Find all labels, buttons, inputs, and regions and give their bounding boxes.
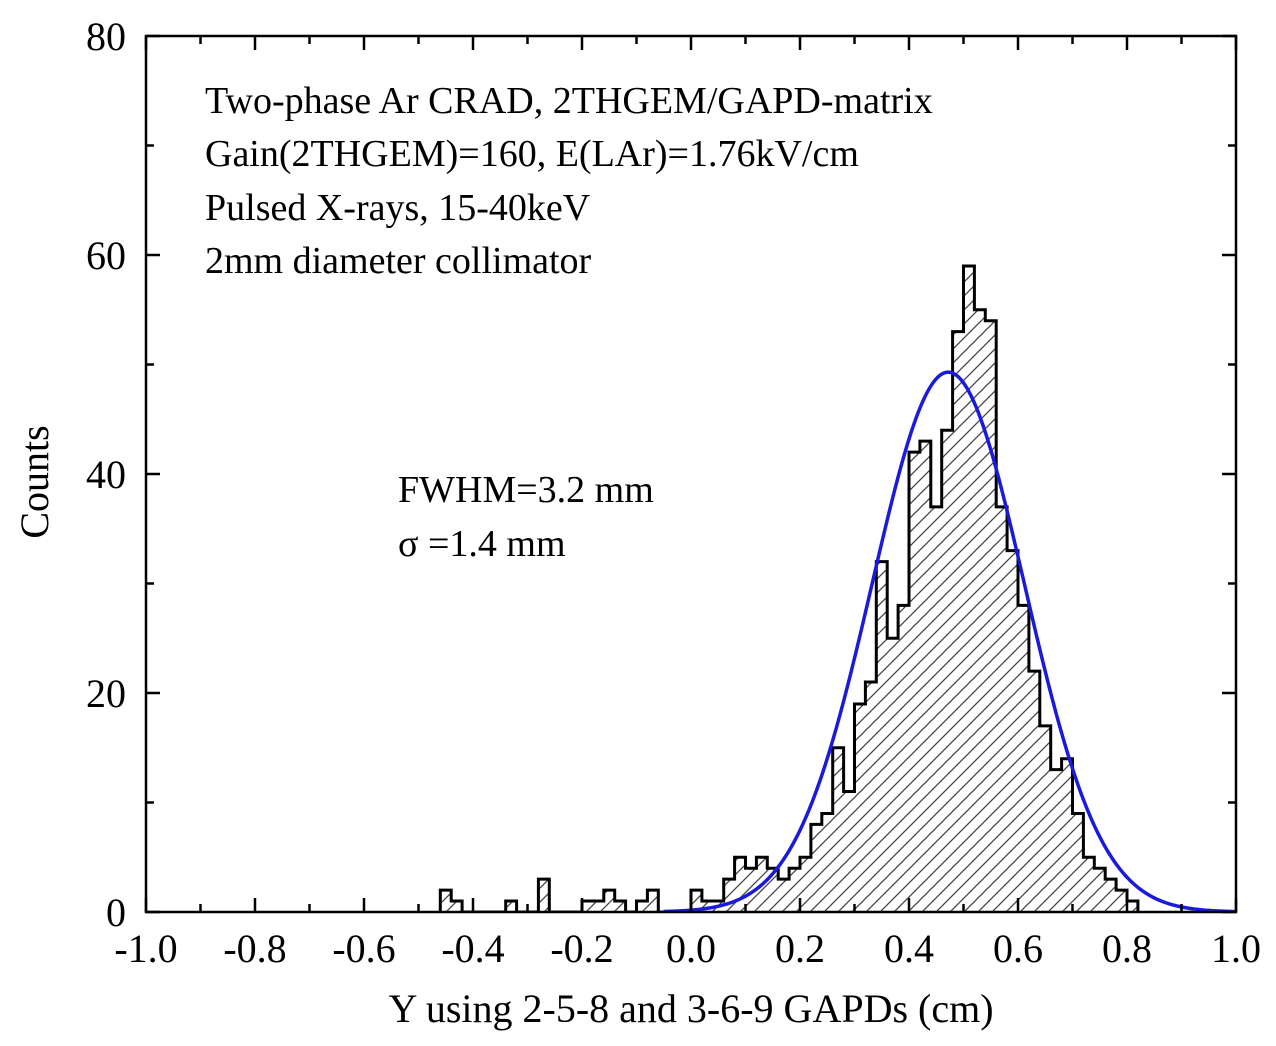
x-tick-label: 0.4	[884, 926, 934, 971]
gaussian-fit-curve	[663, 370, 1236, 912]
x-tick-label: -0.8	[223, 926, 286, 971]
x-axis-title: Y using 2-5-8 and 3-6-9 GAPDs (cm)	[388, 986, 993, 1031]
y-tick-label: 0	[106, 890, 126, 935]
x-tick-label: 0.8	[1102, 926, 1152, 971]
x-tick-label: -0.4	[441, 926, 504, 971]
experiment-description: Two-phase Ar CRAD, 2THGEM/GAPD-matrix Ga…	[205, 80, 933, 282]
description-line-2: Gain(2THGEM)=160, E(LAr)=1.76kV/cm	[205, 133, 859, 175]
histogram-outline	[438, 264, 1140, 912]
x-tick-label: 1.0	[1211, 926, 1261, 971]
y-axis-tick-labels: 0 20 40 60 80	[86, 14, 126, 935]
axis-ticks	[144, 34, 1238, 914]
y-tick-label: 20	[86, 671, 126, 716]
x-tick-label: 0.0	[666, 926, 716, 971]
histogram	[438, 264, 1140, 912]
x-axis-tick-labels: -1.0 -0.8 -0.6 -0.4 -0.2 0.0 0.2 0.4 0.6 0.8 1.0	[114, 926, 1261, 971]
x-tick-label: -1.0	[114, 926, 177, 971]
x-tick-label: -0.6	[332, 926, 395, 971]
y-axis-title: Counts	[12, 425, 57, 538]
description-line-3: Pulsed X-rays, 15-40keV	[205, 187, 591, 229]
x-tick-label: 0.2	[775, 926, 825, 971]
fit-results: FWHM=3.2 mm σ =1.4 mm	[398, 469, 654, 565]
sigma-label: σ =1.4 mm	[398, 523, 566, 565]
fwhm-label: FWHM=3.2 mm	[398, 469, 654, 511]
histogram-fill	[440, 265, 1138, 912]
y-tick-label: 80	[86, 14, 126, 59]
x-tick-label: 0.6	[993, 926, 1043, 971]
y-tick-label: 40	[86, 452, 126, 497]
description-line-1: Two-phase Ar CRAD, 2THGEM/GAPD-matrix	[205, 80, 933, 122]
x-tick-label: -0.2	[550, 926, 613, 971]
description-line-4: 2mm diameter collimator	[205, 240, 592, 282]
y-tick-label: 60	[86, 233, 126, 278]
